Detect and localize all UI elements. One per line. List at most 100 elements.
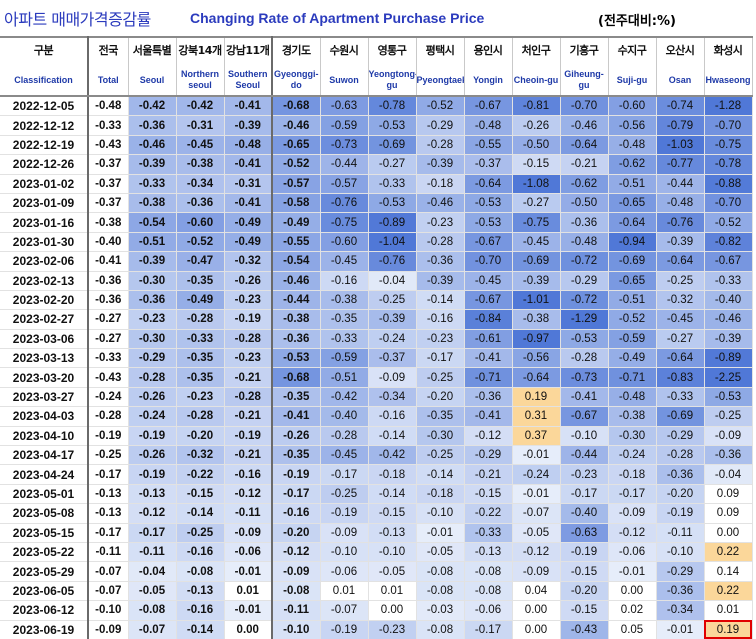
table-row: 2023-04-24 -0.17 -0.19 -0.22 -0.16 -0.19 -0.17…: [0, 464, 753, 485]
table-cell: -0.26: [128, 445, 177, 465]
table-cell: -0.36: [128, 115, 177, 136]
table-cell: -0.11: [656, 522, 705, 543]
table-cell: -0.46: [272, 270, 321, 291]
table-cell: -0.11: [272, 600, 321, 621]
table-cell: -0.07: [512, 503, 561, 524]
row-date: 2022-12-26: [0, 154, 89, 175]
table-cell: -0.19: [88, 425, 129, 446]
table-cell: -0.60: [320, 231, 369, 252]
table-cell: -0.34: [368, 386, 417, 407]
table-row: 2023-06-05 -0.07 -0.05 -0.13 0.01 -0.08 0.01 0.…: [0, 580, 753, 601]
table-cell: -0.52: [608, 309, 657, 330]
table-cell: -0.27: [88, 328, 129, 349]
row-date: 2023-03-13: [0, 348, 89, 368]
table-cell: -0.37: [88, 154, 129, 175]
table-cell: -0.23: [128, 309, 177, 330]
row-date: 2023-03-06: [0, 328, 89, 349]
table-cell: -0.53: [464, 192, 513, 213]
table-row: 2023-05-08 -0.13 -0.12 -0.14 -0.11 -0.16 -0.19…: [0, 503, 753, 524]
table-cell: -0.12: [512, 541, 561, 562]
table-cell: -0.25: [656, 270, 705, 291]
table-cell: -0.38: [512, 309, 561, 330]
table-cell: -0.08: [416, 580, 465, 601]
table-cell: -0.25: [704, 406, 753, 427]
table-cell: -0.76: [656, 212, 705, 233]
column-header-ko: 서울특별: [128, 36, 177, 65]
table-cell: -0.84: [464, 309, 513, 330]
table-cell: -0.21: [224, 406, 273, 427]
table-cell: -0.20: [176, 425, 225, 446]
table-cell: -0.09: [320, 522, 369, 543]
table-cell: -0.30: [128, 270, 177, 291]
table-cell: -0.45: [176, 134, 225, 155]
table-cell: -0.41: [88, 251, 129, 272]
table-cell: -0.58: [272, 192, 321, 213]
table-cell: 0.22: [704, 541, 753, 562]
table-cell: -0.14: [176, 619, 225, 639]
table-cell: -0.36: [704, 445, 753, 465]
table-cell: -0.32: [656, 289, 705, 310]
table-cell: -0.09: [512, 561, 561, 582]
table-cell: -0.51: [608, 289, 657, 310]
table-cell: -0.54: [128, 212, 177, 233]
table-cell: -0.39: [416, 154, 465, 175]
row-date: 2023-01-02: [0, 173, 89, 194]
table-cell: -0.19: [560, 541, 609, 562]
table-cell: -0.17: [416, 348, 465, 368]
table-cell: -0.16: [368, 406, 417, 427]
table-cell: -0.39: [512, 270, 561, 291]
table-cell: -0.13: [368, 522, 417, 543]
table-cell: -0.13: [464, 541, 513, 562]
column-header-ko: 전국: [88, 36, 129, 65]
table-cell: -1.01: [512, 289, 561, 310]
table-cell: -0.25: [88, 445, 129, 465]
table-cell: -0.82: [704, 231, 753, 252]
table-cell: -0.79: [656, 115, 705, 136]
table-cell: -0.14: [368, 425, 417, 446]
table-cell: -0.27: [368, 154, 417, 175]
table-cell: 0.00: [512, 619, 561, 639]
table-row: 2023-02-20 -0.36 -0.36 -0.49 -0.23 -0.44 -0.38…: [0, 289, 753, 310]
table-cell: -0.55: [272, 231, 321, 252]
table-cell: -0.31: [176, 115, 225, 136]
column-header-en: Yeongtong-gu: [368, 65, 417, 97]
table-cell: -0.17: [272, 483, 321, 504]
table-cell: -0.01: [608, 561, 657, 582]
column-header-ko: 구분: [0, 36, 89, 65]
table-cell: -0.41: [464, 406, 513, 427]
table-cell: -0.11: [128, 541, 177, 562]
table-cell: -0.48: [88, 95, 129, 116]
table-cell: -0.67: [464, 289, 513, 310]
table-cell: -0.45: [320, 445, 369, 465]
table-cell: -0.89: [368, 212, 417, 233]
table-cell: -0.15: [512, 154, 561, 175]
table-cell: -0.41: [224, 95, 273, 116]
table-cell: -0.24: [88, 386, 129, 407]
table-cell: -0.28: [320, 425, 369, 446]
table-cell: -0.01: [512, 445, 561, 465]
row-date: 2023-04-03: [0, 406, 89, 427]
table-cell: -0.11: [224, 503, 273, 524]
table-row: 2023-02-06 -0.41 -0.39 -0.47 -0.32 -0.54 -0.45…: [0, 251, 753, 272]
table-cell: -0.28: [224, 386, 273, 407]
table-cell: -0.51: [608, 173, 657, 194]
table-row: 2023-04-03 -0.28 -0.24 -0.28 -0.21 -0.41 -0.40…: [0, 406, 753, 427]
table-cell: -0.52: [416, 95, 465, 116]
table-cell: -0.69: [656, 406, 705, 427]
row-date: 2023-02-06: [0, 251, 89, 272]
table-row: 2022-12-05 -0.48 -0.42 -0.42 -0.41 -0.68 -0.63…: [0, 95, 753, 116]
column-header-en: Cheoin-gu: [512, 65, 561, 97]
table-cell: -0.46: [560, 115, 609, 136]
table-cell: -0.45: [656, 309, 705, 330]
table-cell: -0.48: [608, 386, 657, 407]
table-cell: -0.17: [608, 483, 657, 504]
table-cell: -0.29: [128, 348, 177, 368]
table-cell: -0.18: [368, 464, 417, 485]
table-cell: 0.00: [704, 522, 753, 543]
table-cell: -0.32: [224, 251, 273, 272]
table-cell: -0.74: [656, 95, 705, 116]
table-cell: -0.22: [464, 503, 513, 524]
table-cell: -0.69: [608, 251, 657, 272]
table-cell: -0.18: [416, 173, 465, 194]
table-cell: -0.36: [88, 289, 129, 310]
